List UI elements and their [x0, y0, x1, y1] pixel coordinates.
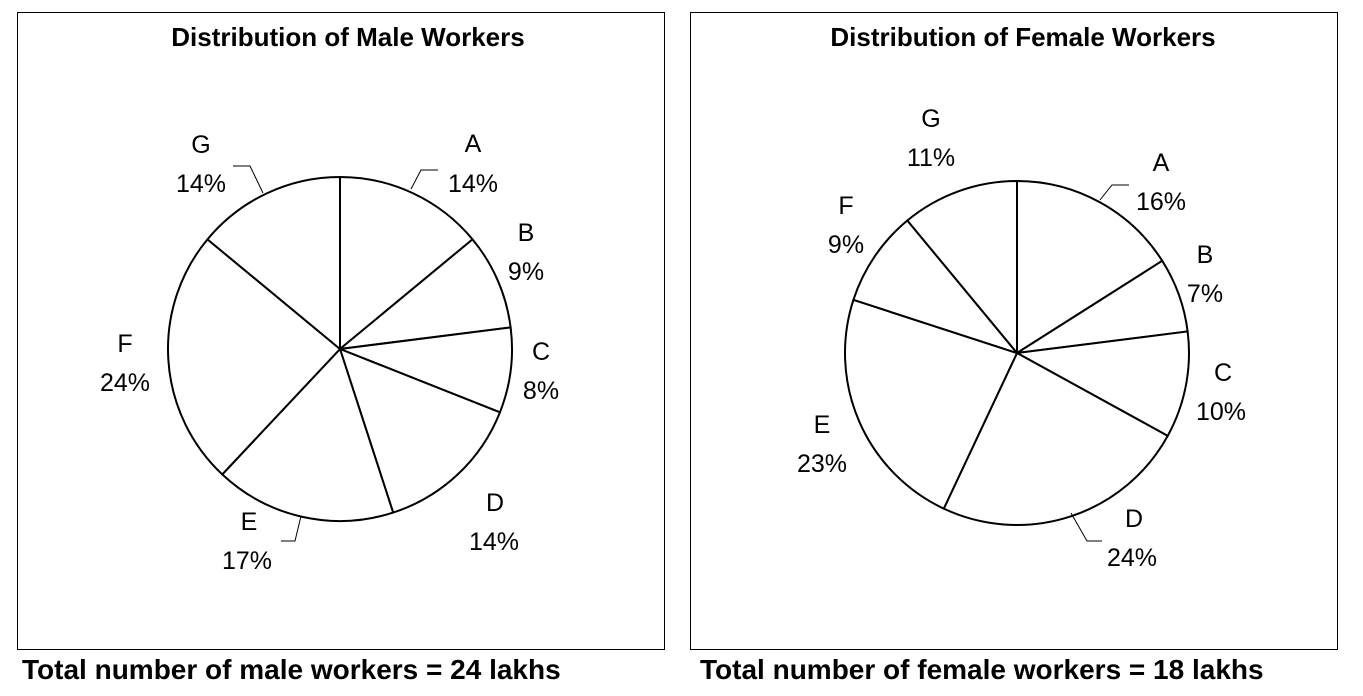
female-slice-value-c: 10%	[1196, 398, 1246, 426]
male-slice-value-c: 8%	[523, 377, 559, 405]
female-slice-label-b: B	[1197, 241, 1214, 269]
male-slice-label-a: A	[465, 130, 482, 158]
female-slice-a	[1016, 180, 1164, 354]
female-slice-value-f: 9%	[828, 231, 864, 259]
female-leader-line-d	[1070, 512, 1102, 542]
male-leader-line-g	[233, 165, 264, 194]
female-slice-label-g: G	[921, 105, 940, 133]
female-slice-f	[852, 219, 1018, 354]
male-chart-panel: Distribution of Male Workers A 14% B 9% C 8% D…	[17, 12, 665, 650]
female-slice-label-a: A	[1153, 149, 1170, 177]
female-slice-d	[942, 352, 1169, 526]
male-slice-g	[206, 176, 341, 350]
male-slice-label-g: G	[191, 131, 210, 159]
male-pie-chart: Distribution of Male Workers A 14% B 9% C 8% D…	[100, 22, 559, 575]
male-slice-label-e: E	[241, 508, 258, 536]
female-slice-value-g: 11%	[907, 144, 955, 172]
male-slice-value-f: 24%	[100, 369, 150, 397]
female-chart-title: Distribution of Female Workers	[830, 22, 1215, 52]
female-slice-value-d: 24%	[1107, 544, 1157, 572]
male-slice-label-f: F	[117, 330, 132, 358]
male-total-caption: Total number of male workers = 24 lakhs	[22, 654, 561, 685]
male-slice-value-a: 14%	[448, 170, 498, 198]
female-slice-label-f: F	[838, 192, 853, 220]
male-slice-a	[339, 176, 474, 350]
female-slice-value-a: 16%	[1136, 188, 1186, 216]
female-chart-panel: Distribution of Female Workers A 16% B 7% C 1…	[690, 12, 1338, 650]
male-slice-label-c: C	[532, 338, 550, 366]
male-leader-line-a	[410, 169, 438, 190]
male-slice-value-d: 14%	[469, 528, 519, 556]
female-pie-chart: Distribution of Female Workers A 16% B 7% C 1…	[797, 22, 1246, 572]
male-chart-title: Distribution of Male Workers	[171, 22, 524, 52]
male-slice-value-e: 17%	[222, 547, 272, 575]
female-slice-label-e: E	[814, 411, 831, 439]
female-total-caption: Total number of female workers = 18 lakh…	[700, 654, 1264, 685]
male-leader-line-e	[281, 515, 302, 542]
male-slice-b	[339, 238, 512, 350]
female-slice-value-e: 23%	[797, 450, 847, 478]
female-slice-e	[844, 298, 1018, 510]
female-slice-value-b: 7%	[1187, 280, 1223, 308]
male-slice-value-b: 9%	[508, 258, 544, 286]
female-slice-c	[1016, 330, 1190, 437]
male-slice-label-b: B	[518, 219, 535, 247]
female-leader-line-a	[1099, 184, 1129, 201]
male-slice-e	[221, 348, 395, 522]
female-slice-g	[906, 180, 1018, 354]
female-slice-label-d: D	[1125, 505, 1143, 533]
male-slice-value-g: 14%	[176, 170, 226, 198]
female-slice-label-c: C	[1214, 359, 1232, 387]
male-slice-label-d: D	[486, 489, 504, 517]
male-slice-f	[167, 238, 341, 476]
